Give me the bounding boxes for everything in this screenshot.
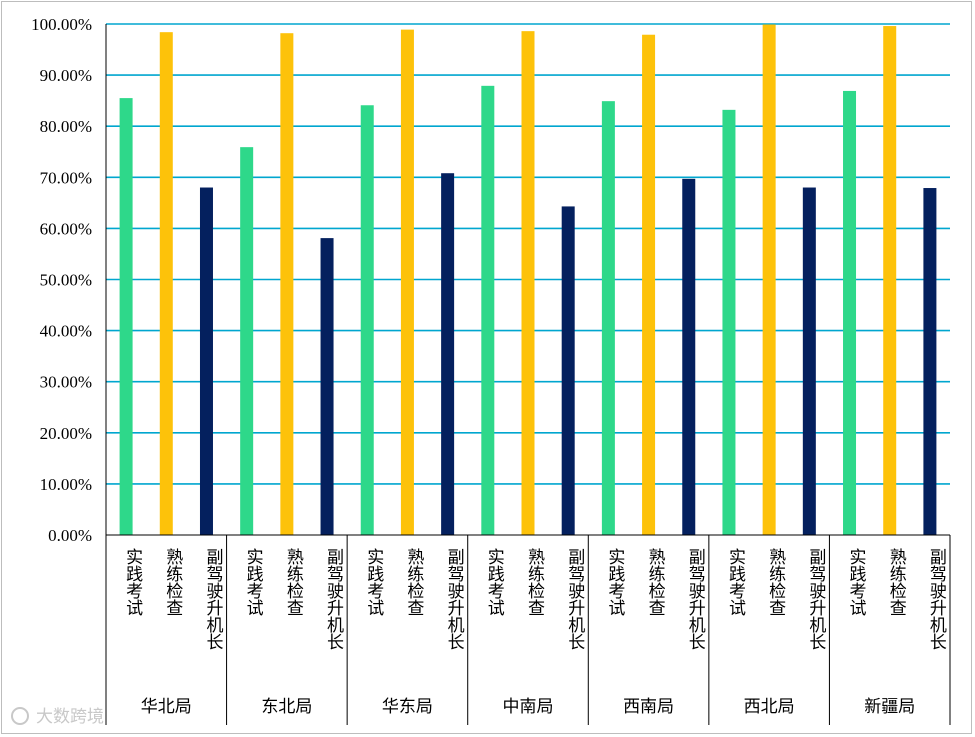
bar [119, 98, 133, 535]
x-group-label: 中南局 [503, 697, 554, 717]
y-tick-label: 30.00% [40, 373, 92, 392]
x-category-label: 副驾驶升机长 [564, 548, 585, 650]
x-group-label: 东北局 [261, 697, 312, 717]
bar [521, 31, 535, 536]
x-category-label: 副驾驶升机长 [805, 548, 826, 650]
bar [441, 173, 455, 535]
bar [642, 34, 656, 536]
bar [682, 178, 696, 535]
x-category-label: 副驾驶升机长 [685, 548, 706, 650]
x-category-label: 实践考试 [122, 548, 143, 616]
x-category-label: 实践考试 [725, 548, 746, 616]
x-category-label: 副驾驶升机长 [202, 548, 223, 650]
bar [601, 101, 615, 535]
bar [320, 238, 334, 535]
bar [923, 188, 937, 535]
watermark-logo-icon [11, 707, 29, 725]
y-tick-label: 80.00% [40, 117, 92, 136]
x-category-label: 副驾驶升机长 [444, 548, 465, 650]
x-category-label: 副驾驶升机长 [926, 548, 947, 650]
bar [843, 90, 857, 535]
axis-labels: 0.00% 10.00% 20.00% 30.00% 40.00% 50.00% 60.00… [31, 15, 946, 717]
y-tick-label: 90.00% [40, 66, 92, 85]
y-tick-label: 100.00% [31, 15, 92, 34]
x-group-label: 新疆局 [864, 697, 915, 717]
x-category-label: 实践考试 [484, 548, 505, 616]
y-tick-label: 70.00% [40, 168, 92, 187]
bar [199, 187, 213, 535]
x-category-label: 实践考试 [604, 548, 625, 616]
x-group-label: 西北局 [744, 697, 795, 717]
x-category-label: 熟练检查 [524, 547, 545, 616]
x-category-label: 熟练检查 [403, 547, 424, 616]
x-group-label: 华东局 [382, 697, 433, 717]
x-category-label: 熟练检查 [886, 547, 907, 616]
bar [561, 206, 575, 535]
axes [105, 24, 951, 725]
watermark: 大数跨境 [11, 707, 104, 727]
bar [762, 24, 776, 536]
x-category-label: 熟练检查 [645, 547, 666, 616]
x-category-label: 实践考试 [846, 548, 867, 616]
x-category-label: 副驾驶升机长 [323, 548, 344, 650]
y-tick-label: 60.00% [40, 219, 92, 238]
y-tick-label: 10.00% [40, 475, 92, 494]
x-category-label: 熟练检查 [283, 547, 304, 616]
bar [400, 29, 414, 535]
bar [802, 187, 816, 535]
y-tick-label: 40.00% [40, 322, 92, 341]
y-tick-label: 20.00% [40, 424, 92, 443]
x-category-label: 实践考试 [243, 548, 264, 616]
x-group-label: 西南局 [623, 697, 674, 717]
x-group-label: 华北局 [141, 697, 192, 717]
bar [722, 109, 736, 536]
bar [883, 26, 897, 535]
x-category-label: 熟练检查 [765, 547, 786, 616]
bars [119, 24, 937, 536]
bar [159, 32, 173, 536]
y-tick-label: 50.00% [40, 271, 92, 290]
bar [360, 105, 374, 536]
bar [280, 33, 294, 536]
x-category-label: 实践考试 [363, 548, 384, 616]
y-tick-label: 0.00% [48, 526, 92, 545]
watermark-text: 大数跨境 [36, 707, 104, 727]
x-category-label: 熟练检查 [162, 547, 183, 616]
bar [481, 85, 495, 536]
bar [240, 147, 254, 535]
